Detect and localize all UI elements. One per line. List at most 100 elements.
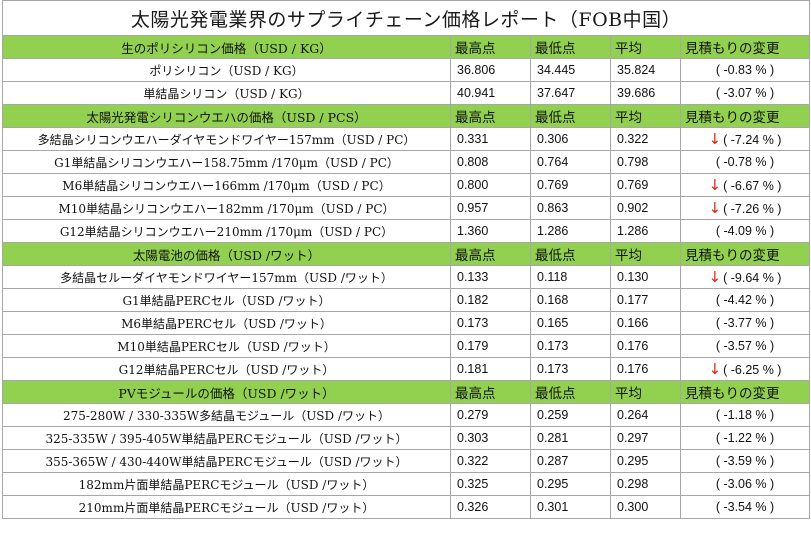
low-price: 0.173 <box>530 357 611 381</box>
down-arrow-icon: ↓ <box>708 360 722 378</box>
avg-header: 平均 <box>610 242 681 266</box>
section-title: 太陽光発電シリコンウエハの価格（USD / PCS） <box>2 104 451 128</box>
product-name: 210mm片面単結晶PERCモジュール（USD /ワット） <box>2 495 451 519</box>
avg-price: 0.769 <box>610 173 681 197</box>
low-price: 0.306 <box>530 127 611 151</box>
product-name: G12単結晶PERCセル（USD /ワット） <box>2 357 451 381</box>
avg-price: 0.300 <box>610 495 681 519</box>
report-title: 太陽光発電業界のサプライチェーン価格レポート（FOB中国） <box>1 0 811 36</box>
down-arrow-icon: ↓ <box>708 199 722 217</box>
price-change-cell: ( -3.59 % ) <box>679 449 811 473</box>
product-name: 275-280W / 330-335W多結晶モジュール（USD /ワット） <box>2 403 451 427</box>
price-change-cell: ( -3.77 % ) <box>679 311 811 335</box>
avg-price: 0.166 <box>610 311 681 335</box>
table-row: M10単結晶PERCセル（USD /ワット） 0.179 0.173 0.176 ( -… <box>2 334 811 358</box>
product-name: ポリシリコン（USD / KG） <box>2 58 451 82</box>
price-change-value: ( -3.57 % ) <box>715 339 775 353</box>
low-price: 0.165 <box>530 311 611 335</box>
high-price: 0.800 <box>450 173 531 197</box>
table-row: 210mm片面単結晶PERCモジュール（USD /ワット） 0.326 0.301 0… <box>2 495 811 519</box>
low-price: 0.168 <box>530 288 611 312</box>
high-header: 最高点 <box>450 242 531 266</box>
low-header: 最低点 <box>530 380 611 404</box>
product-name: 355-365W / 430-440W単結晶PERCモジュール（USD /ワット… <box>2 449 451 473</box>
price-change-cell: ( -3.07 % ) <box>679 81 811 105</box>
price-change-cell: ↓( -6.25 % ) <box>679 357 811 381</box>
avg-price: 0.902 <box>610 196 681 220</box>
low-price: 0.173 <box>530 334 611 358</box>
down-arrow-icon: ↓ <box>708 130 722 148</box>
section-header-row: PVモジュールの価格（USD /ワット） 最高点 最低点 平均 見積もりの変更 <box>2 380 811 404</box>
high-price: 0.173 <box>450 311 531 335</box>
price-change-value: ( -3.77 % ) <box>715 316 775 330</box>
table-row: 355-365W / 430-440W単結晶PERCモジュール（USD /ワット… <box>2 449 811 473</box>
price-change-value: ( -6.67 % ) <box>723 179 782 193</box>
high-price: 36.806 <box>450 58 531 82</box>
product-name: 325-335W / 395-405W単結晶PERCモジュール（USD /ワット… <box>2 426 451 450</box>
high-price: 0.808 <box>450 150 531 174</box>
high-price: 1.360 <box>450 219 531 243</box>
avg-price: 0.798 <box>610 150 681 174</box>
high-price: 0.279 <box>450 403 531 427</box>
high-price: 40.941 <box>450 81 531 105</box>
high-header: 最高点 <box>450 35 531 59</box>
low-header: 最低点 <box>530 35 611 59</box>
down-arrow-icon: ↓ <box>708 268 722 286</box>
table-row: G12単結晶シリコンウエハー210mm /170μm（USD / PC） 1.36… <box>2 219 811 243</box>
high-price: 0.326 <box>450 495 531 519</box>
high-price: 0.303 <box>450 426 531 450</box>
price-report-body: 太陽光発電業界のサプライチェーン価格レポート（FOB中国） 生のポリシリコン価格… <box>1 0 811 519</box>
price-change-cell: ( -0.78 % ) <box>679 150 811 174</box>
low-price: 0.281 <box>530 426 611 450</box>
product-name: M10単結晶PERCセル（USD /ワット） <box>2 334 451 358</box>
table-row: 多結晶シリコンウエハーダイヤモンドワイヤー157mm（USD / PC） 0.33… <box>2 127 811 151</box>
price-change-cell: ( -3.54 % ) <box>679 495 811 519</box>
price-change-value: ( -0.83 % ) <box>715 63 775 77</box>
price-change-value: ( -6.25 % ) <box>723 363 782 377</box>
high-price: 0.325 <box>450 472 531 496</box>
price-change-cell: ↓( -6.67 % ) <box>679 173 811 197</box>
price-change-value: ( -4.42 % ) <box>715 293 775 307</box>
avg-price: 0.176 <box>610 357 681 381</box>
price-change-value: ( -3.07 % ) <box>715 86 775 100</box>
avg-price: 0.297 <box>610 426 681 450</box>
table-row: G1単結晶シリコンウエハー158.75mm /170μm（USD / PC） 0.… <box>2 150 811 174</box>
table-row: M6単結晶PERCセル（USD /ワット） 0.173 0.165 0.166 ( -3… <box>2 311 811 335</box>
low-price: 34.445 <box>530 58 611 82</box>
product-name: 単結晶シリコン（USD / KG） <box>2 81 451 105</box>
change-header: 見積もりの変更 <box>679 242 811 266</box>
price-change-cell: ↓( -7.24 % ) <box>679 127 811 151</box>
section-header-row: 太陽電池の価格（USD /ワット） 最高点 最低点 平均 見積もりの変更 <box>2 242 811 266</box>
high-price: 0.331 <box>450 127 531 151</box>
price-change-cell: ( -0.83 % ) <box>679 58 811 82</box>
low-price: 37.647 <box>530 81 611 105</box>
section-header-row: 太陽光発電シリコンウエハの価格（USD / PCS） 最高点 最低点 平均 見積もりの変… <box>2 104 811 128</box>
price-change-value: ( -3.54 % ) <box>715 500 775 514</box>
avg-price: 39.686 <box>610 81 681 105</box>
low-price: 0.764 <box>530 150 611 174</box>
high-price: 0.957 <box>450 196 531 220</box>
table-row: M6単結晶シリコンウエハー166mm /170μm（USD / PC） 0.800… <box>2 173 811 197</box>
table-row: 多結晶セルーダイヤモンドワイヤー157mm（USD /ワット） 0.133 0.11… <box>2 265 811 289</box>
price-change-cell: ( -4.42 % ) <box>679 288 811 312</box>
low-price: 0.259 <box>530 403 611 427</box>
product-name: 182mm片面単結晶PERCモジュール（USD /ワット） <box>2 472 451 496</box>
table-row: 単結晶シリコン（USD / KG） 40.941 37.647 39.686 ( -3.… <box>2 81 811 105</box>
product-name: G1単結晶シリコンウエハー158.75mm /170μm（USD / PC） <box>2 150 451 174</box>
avg-price: 0.264 <box>610 403 681 427</box>
table-row: ポリシリコン（USD / KG） 36.806 34.445 35.824 ( -0.8… <box>2 58 811 82</box>
table-row: 275-280W / 330-335W多結晶モジュール（USD /ワット） 0.2… <box>2 403 811 427</box>
high-price: 0.182 <box>450 288 531 312</box>
avg-price: 0.130 <box>610 265 681 289</box>
change-header: 見積もりの変更 <box>679 380 811 404</box>
section-title: PVモジュールの価格（USD /ワット） <box>2 380 451 404</box>
product-name: G1単結晶PERCセル（USD /ワット） <box>2 288 451 312</box>
title-row: 太陽光発電業界のサプライチェーン価格レポート（FOB中国） <box>1 0 811 36</box>
low-price: 0.769 <box>530 173 611 197</box>
low-price: 0.863 <box>530 196 611 220</box>
price-change-cell: ( -3.06 % ) <box>679 472 811 496</box>
price-change-value: ( -1.18 % ) <box>715 408 775 422</box>
avg-price: 0.177 <box>610 288 681 312</box>
product-name: G12単結晶シリコンウエハー210mm /170μm（USD / PC） <box>2 219 451 243</box>
price-report-table: 太陽光発電業界のサプライチェーン価格レポート（FOB中国） 生のポリシリコン価格… <box>1 0 811 519</box>
